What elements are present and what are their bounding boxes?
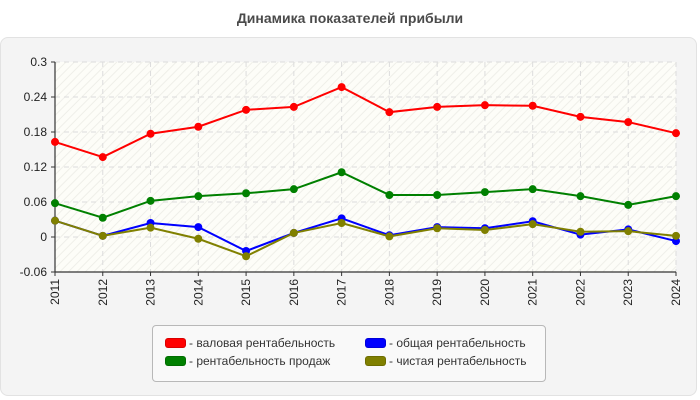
x-tick-label: 2020 (478, 279, 492, 306)
data-point (528, 220, 537, 229)
data-point (98, 153, 107, 162)
x-tick-label: 2023 (621, 279, 635, 306)
legend-label: - общая рентабельность (389, 336, 526, 350)
legend-swatch-olive (365, 356, 386, 366)
data-point (194, 122, 203, 131)
data-point (146, 196, 155, 205)
legend-swatch-red (165, 338, 186, 348)
series-008000 (51, 168, 680, 222)
x-tick-label: 2014 (191, 279, 205, 306)
data-point (576, 192, 585, 201)
data-point (624, 200, 633, 209)
series-ff0000 (51, 83, 680, 162)
legend-item-total: - общая рентабельность (365, 336, 526, 350)
data-point (289, 185, 298, 194)
x-tick-label: 2018 (382, 279, 396, 306)
legend-label: - рентабельность продаж (189, 354, 331, 368)
data-point (385, 232, 394, 241)
data-point (242, 105, 251, 114)
data-point (194, 234, 203, 243)
x-tick-label: 2017 (335, 279, 349, 306)
data-point (98, 213, 107, 222)
data-series (51, 83, 680, 261)
x-tick-label: 2011 (48, 279, 62, 305)
legend-label: - валовая рентабельность (189, 336, 336, 350)
data-point (480, 188, 489, 197)
legend-label: - чистая рентабельность (389, 354, 527, 368)
y-tick-label: -0.06 (20, 265, 48, 279)
data-point (289, 102, 298, 111)
data-point (289, 228, 298, 237)
data-point (528, 101, 537, 110)
data-point (194, 223, 203, 232)
data-point (528, 185, 537, 194)
data-point (624, 227, 633, 236)
data-point (624, 118, 633, 127)
legend-swatch-blue (365, 338, 386, 348)
x-tick-label: 2016 (287, 279, 301, 306)
data-point (146, 129, 155, 138)
data-point (51, 137, 59, 146)
data-point (385, 191, 394, 199)
y-tick-label: 0.18 (24, 125, 48, 139)
data-point (433, 102, 442, 111)
data-point (337, 219, 346, 227)
x-tick-label: 2013 (144, 279, 158, 306)
data-point (242, 189, 251, 198)
legend: - валовая рентабельность - общая рентабе… (152, 325, 546, 382)
y-tick-label: 0.06 (24, 195, 48, 209)
x-tick-label: 2019 (430, 279, 444, 306)
data-point (385, 108, 394, 117)
y-tick-label: 0.24 (24, 90, 48, 104)
legend-item-gross: - валовая рентабельность (165, 336, 335, 350)
x-tick-label: 2012 (96, 279, 110, 306)
legend-item-net: - чистая рентабельность (365, 354, 526, 368)
data-point (480, 226, 489, 234)
x-tick-label: 2015 (239, 279, 253, 306)
legend-swatch-green (165, 356, 186, 366)
y-tick-label: 0.3 (30, 55, 47, 69)
x-tick-label: 2022 (573, 279, 587, 306)
data-point (480, 101, 489, 110)
data-point (194, 192, 203, 201)
data-point (51, 199, 59, 208)
series-line (54, 219, 677, 258)
legend-item-sales: - рентабельность продаж (165, 354, 330, 368)
data-point (433, 191, 442, 199)
data-point (337, 83, 346, 92)
y-tick-label: 0.12 (24, 160, 48, 174)
data-point (51, 216, 59, 225)
y-tick-label: 0 (40, 230, 47, 244)
chart-title: Динамика показателей прибыли (236, 10, 464, 26)
x-tick-label: 2021 (526, 279, 540, 306)
data-point (146, 223, 155, 232)
data-point (672, 129, 680, 138)
data-point (337, 168, 346, 177)
data-point (672, 192, 680, 201)
series-808000 (51, 216, 680, 261)
data-point (242, 252, 251, 261)
series-line (54, 217, 677, 253)
series-line (54, 85, 677, 159)
data-point (576, 227, 585, 236)
data-point (672, 231, 680, 240)
data-point (433, 224, 442, 233)
data-point (576, 112, 585, 121)
x-tick-label: 2024 (669, 279, 683, 306)
series-line (54, 171, 677, 219)
data-point (98, 231, 107, 240)
